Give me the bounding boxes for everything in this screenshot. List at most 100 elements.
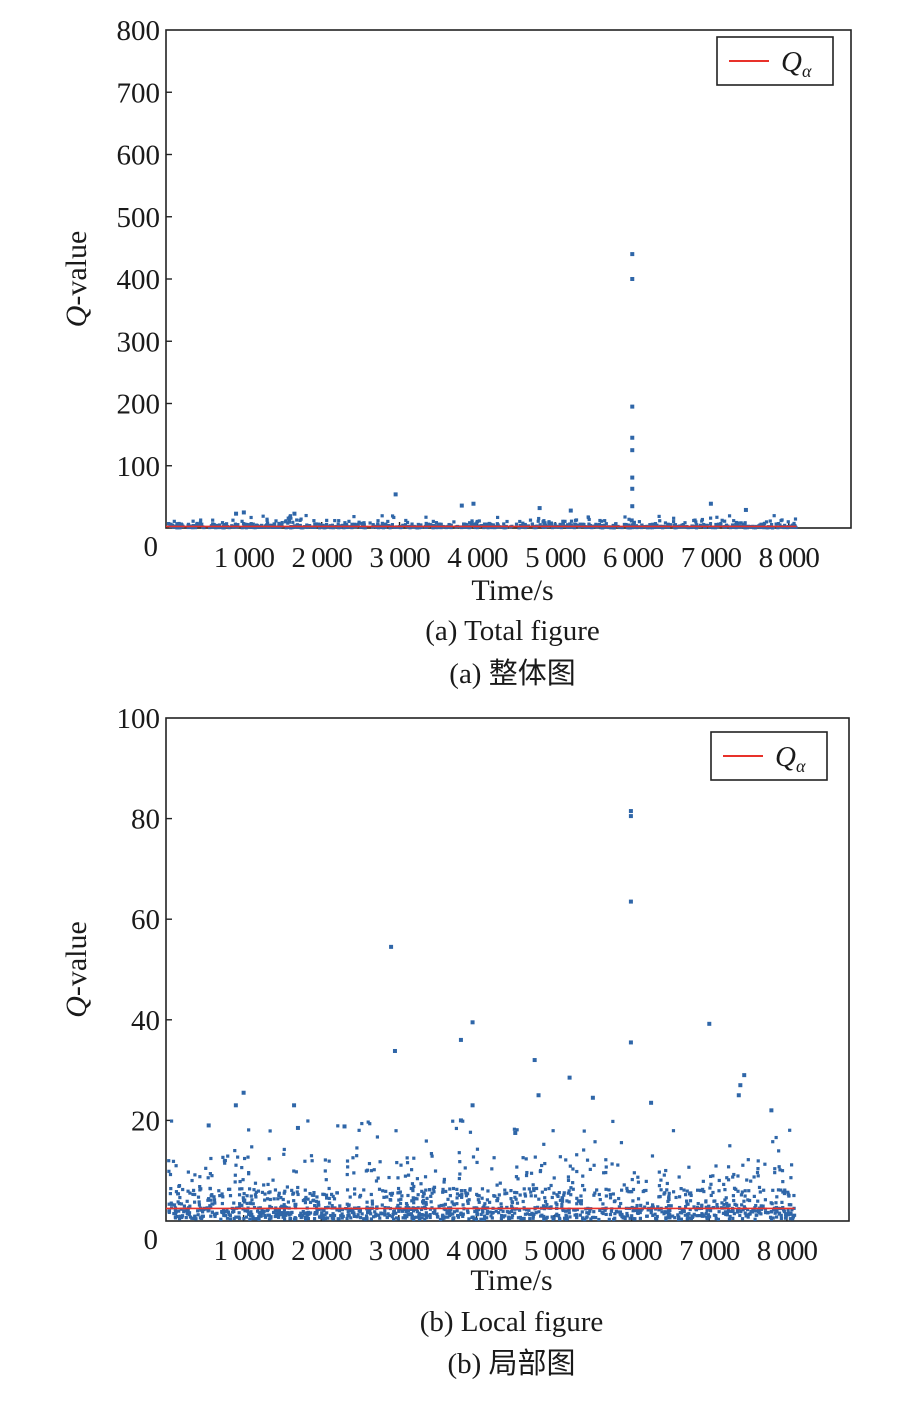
scatter-point	[371, 523, 375, 527]
scatter-point	[223, 1158, 227, 1163]
scatter-point	[692, 1205, 696, 1209]
scatter-point	[455, 1209, 459, 1213]
scatter-point	[419, 1182, 423, 1186]
scatter-point	[747, 1189, 751, 1193]
scatter-point	[635, 1207, 639, 1212]
scatter-point	[429, 1194, 433, 1198]
scatter-point	[788, 1217, 793, 1221]
scatter-point	[771, 1208, 776, 1212]
scatter-point	[480, 524, 484, 528]
scatter-point	[538, 523, 542, 527]
scatter-point	[772, 525, 776, 530]
scatter-point	[470, 1020, 475, 1025]
scatter-point	[233, 1148, 237, 1153]
scatter-point	[356, 1213, 360, 1217]
scatter-point	[212, 1195, 216, 1199]
scatter-point	[594, 1215, 598, 1220]
scatter-point	[551, 1129, 555, 1133]
scatter-point	[285, 1185, 289, 1189]
scatter-point	[619, 1141, 624, 1145]
scatter-point	[394, 1216, 399, 1220]
scatter-point	[723, 519, 727, 523]
scatter-point	[191, 526, 195, 530]
scatter-point	[759, 1207, 763, 1211]
scatter-point	[432, 523, 436, 528]
scatter-point	[423, 1213, 427, 1217]
scatter-point	[466, 1210, 470, 1215]
scatter-point	[221, 1208, 226, 1212]
caption-chinese: (a) 整体图	[449, 657, 575, 690]
scatter-point	[502, 522, 506, 526]
scatter-point	[326, 1205, 330, 1209]
scatter-point	[547, 1186, 551, 1191]
scatter-point	[716, 522, 721, 526]
scatter-point	[459, 503, 464, 508]
scatter-point	[265, 1209, 270, 1213]
scatter-point	[536, 1093, 541, 1098]
scatter-point	[210, 1210, 214, 1214]
scatter-point	[549, 521, 554, 525]
scatter-point	[542, 1217, 546, 1222]
scatter-point	[282, 1203, 286, 1207]
scatter-point	[774, 1201, 778, 1205]
scatter-point	[640, 523, 644, 527]
scatter-point	[758, 1190, 762, 1194]
scatter-point	[490, 1167, 494, 1171]
scatter-point	[176, 1192, 181, 1196]
scatter-point	[240, 526, 244, 530]
scatter-point	[282, 1147, 286, 1152]
y-tick-label: 700	[117, 77, 161, 109]
scatter-point	[296, 1192, 300, 1197]
scatter-point	[530, 522, 534, 526]
scatter-point	[592, 1210, 596, 1214]
scatter-point	[231, 518, 235, 522]
scatter-point	[421, 1201, 426, 1205]
scatter-point	[362, 1217, 366, 1221]
scatter-point	[782, 525, 786, 530]
scatter-point	[247, 1211, 251, 1215]
scatter-point	[246, 1155, 250, 1159]
scatter-point	[513, 1195, 517, 1199]
scatter-point	[523, 1192, 527, 1196]
scatter-point	[208, 1204, 212, 1208]
scatter-point	[513, 1190, 517, 1195]
scatter-point	[186, 1170, 190, 1174]
scatter-point	[244, 526, 248, 530]
scatter-point	[256, 1189, 261, 1193]
scatter-point	[753, 1217, 757, 1221]
scatter-point	[769, 1217, 773, 1221]
scatter-point	[292, 1169, 296, 1173]
scatter-point	[518, 1208, 522, 1212]
scatter-point	[477, 519, 481, 523]
scatter-point	[769, 1209, 774, 1214]
scatter-point	[717, 1189, 721, 1193]
scatter-point	[197, 1203, 202, 1207]
scatter-point	[509, 1197, 513, 1201]
scatter-point	[778, 523, 782, 527]
scatter-point	[706, 1213, 711, 1217]
scatter-point	[392, 1217, 396, 1221]
scatter-point	[727, 1217, 732, 1221]
scatter-point	[458, 1193, 462, 1198]
scatter-point	[169, 1119, 174, 1123]
scatter-point	[673, 1216, 677, 1220]
y-axis-title: Q-value	[60, 921, 93, 1018]
scatter-point	[322, 1208, 326, 1212]
scatter-point	[378, 1160, 382, 1164]
scatter-point	[247, 1170, 251, 1175]
scatter-point	[449, 523, 453, 528]
scatter-point	[662, 1173, 666, 1177]
scatter-point	[503, 1192, 507, 1196]
scatter-point	[168, 1172, 173, 1177]
scatter-point	[653, 1212, 657, 1216]
scatter-point	[409, 1207, 413, 1212]
scatter-point	[186, 522, 191, 526]
scatter-point	[532, 1058, 537, 1063]
scatter-point	[399, 1163, 403, 1167]
scatter-point	[404, 1201, 409, 1206]
scatter-point	[607, 1217, 611, 1221]
scatter-point	[272, 1197, 276, 1201]
scatter-point	[604, 1170, 608, 1175]
scatter-point	[769, 1201, 773, 1205]
scatter-point	[173, 1212, 178, 1216]
